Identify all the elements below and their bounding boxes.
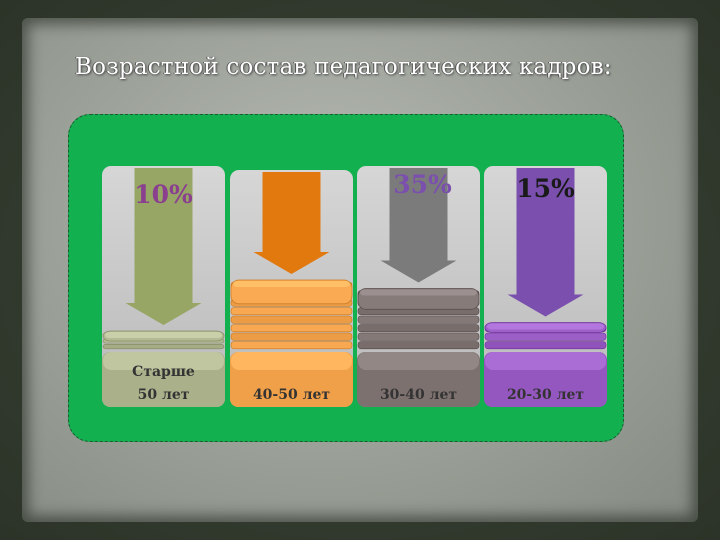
- category-base-highlight: [103, 352, 224, 370]
- slide-title: Возрастной состав педагогических кадров:: [75, 54, 612, 80]
- value-slab: [230, 341, 353, 350]
- value-slab: [102, 344, 225, 350]
- category-label: Старше: [132, 364, 195, 380]
- category-label: 20-30 лет: [507, 387, 584, 403]
- arrow-down-icon: [380, 168, 457, 283]
- category-label: 30-40 лет: [380, 387, 457, 403]
- value-slab: [230, 307, 353, 316]
- value-slab: [484, 332, 607, 341]
- value-slab: [230, 324, 353, 333]
- category-base-highlight: [231, 352, 352, 370]
- data-label: 35%: [393, 170, 452, 199]
- value-bar-highlight: [105, 332, 222, 338]
- value-slab: [357, 315, 480, 324]
- data-label: 40%: [262, 174, 321, 203]
- value-slab: [484, 341, 607, 350]
- value-slab: [230, 332, 353, 341]
- category-label: 40-50 лет: [253, 387, 330, 403]
- category-base-highlight: [358, 352, 479, 370]
- data-label: 15%: [516, 174, 575, 203]
- arrow-down-icon: [253, 172, 330, 274]
- value-slab: [357, 332, 480, 341]
- category-base-highlight: [485, 352, 606, 370]
- value-bar-highlight: [360, 289, 477, 296]
- data-label: 10%: [134, 180, 193, 209]
- value-bar-highlight: [487, 323, 604, 330]
- arrow-down-icon: [125, 168, 202, 325]
- value-slab: [357, 341, 480, 350]
- value-slab: [230, 315, 353, 324]
- category-label: 50 лет: [138, 387, 190, 403]
- value-slab: [357, 324, 480, 333]
- arrow-down-icon: [507, 168, 584, 317]
- value-bar-highlight: [233, 281, 350, 287]
